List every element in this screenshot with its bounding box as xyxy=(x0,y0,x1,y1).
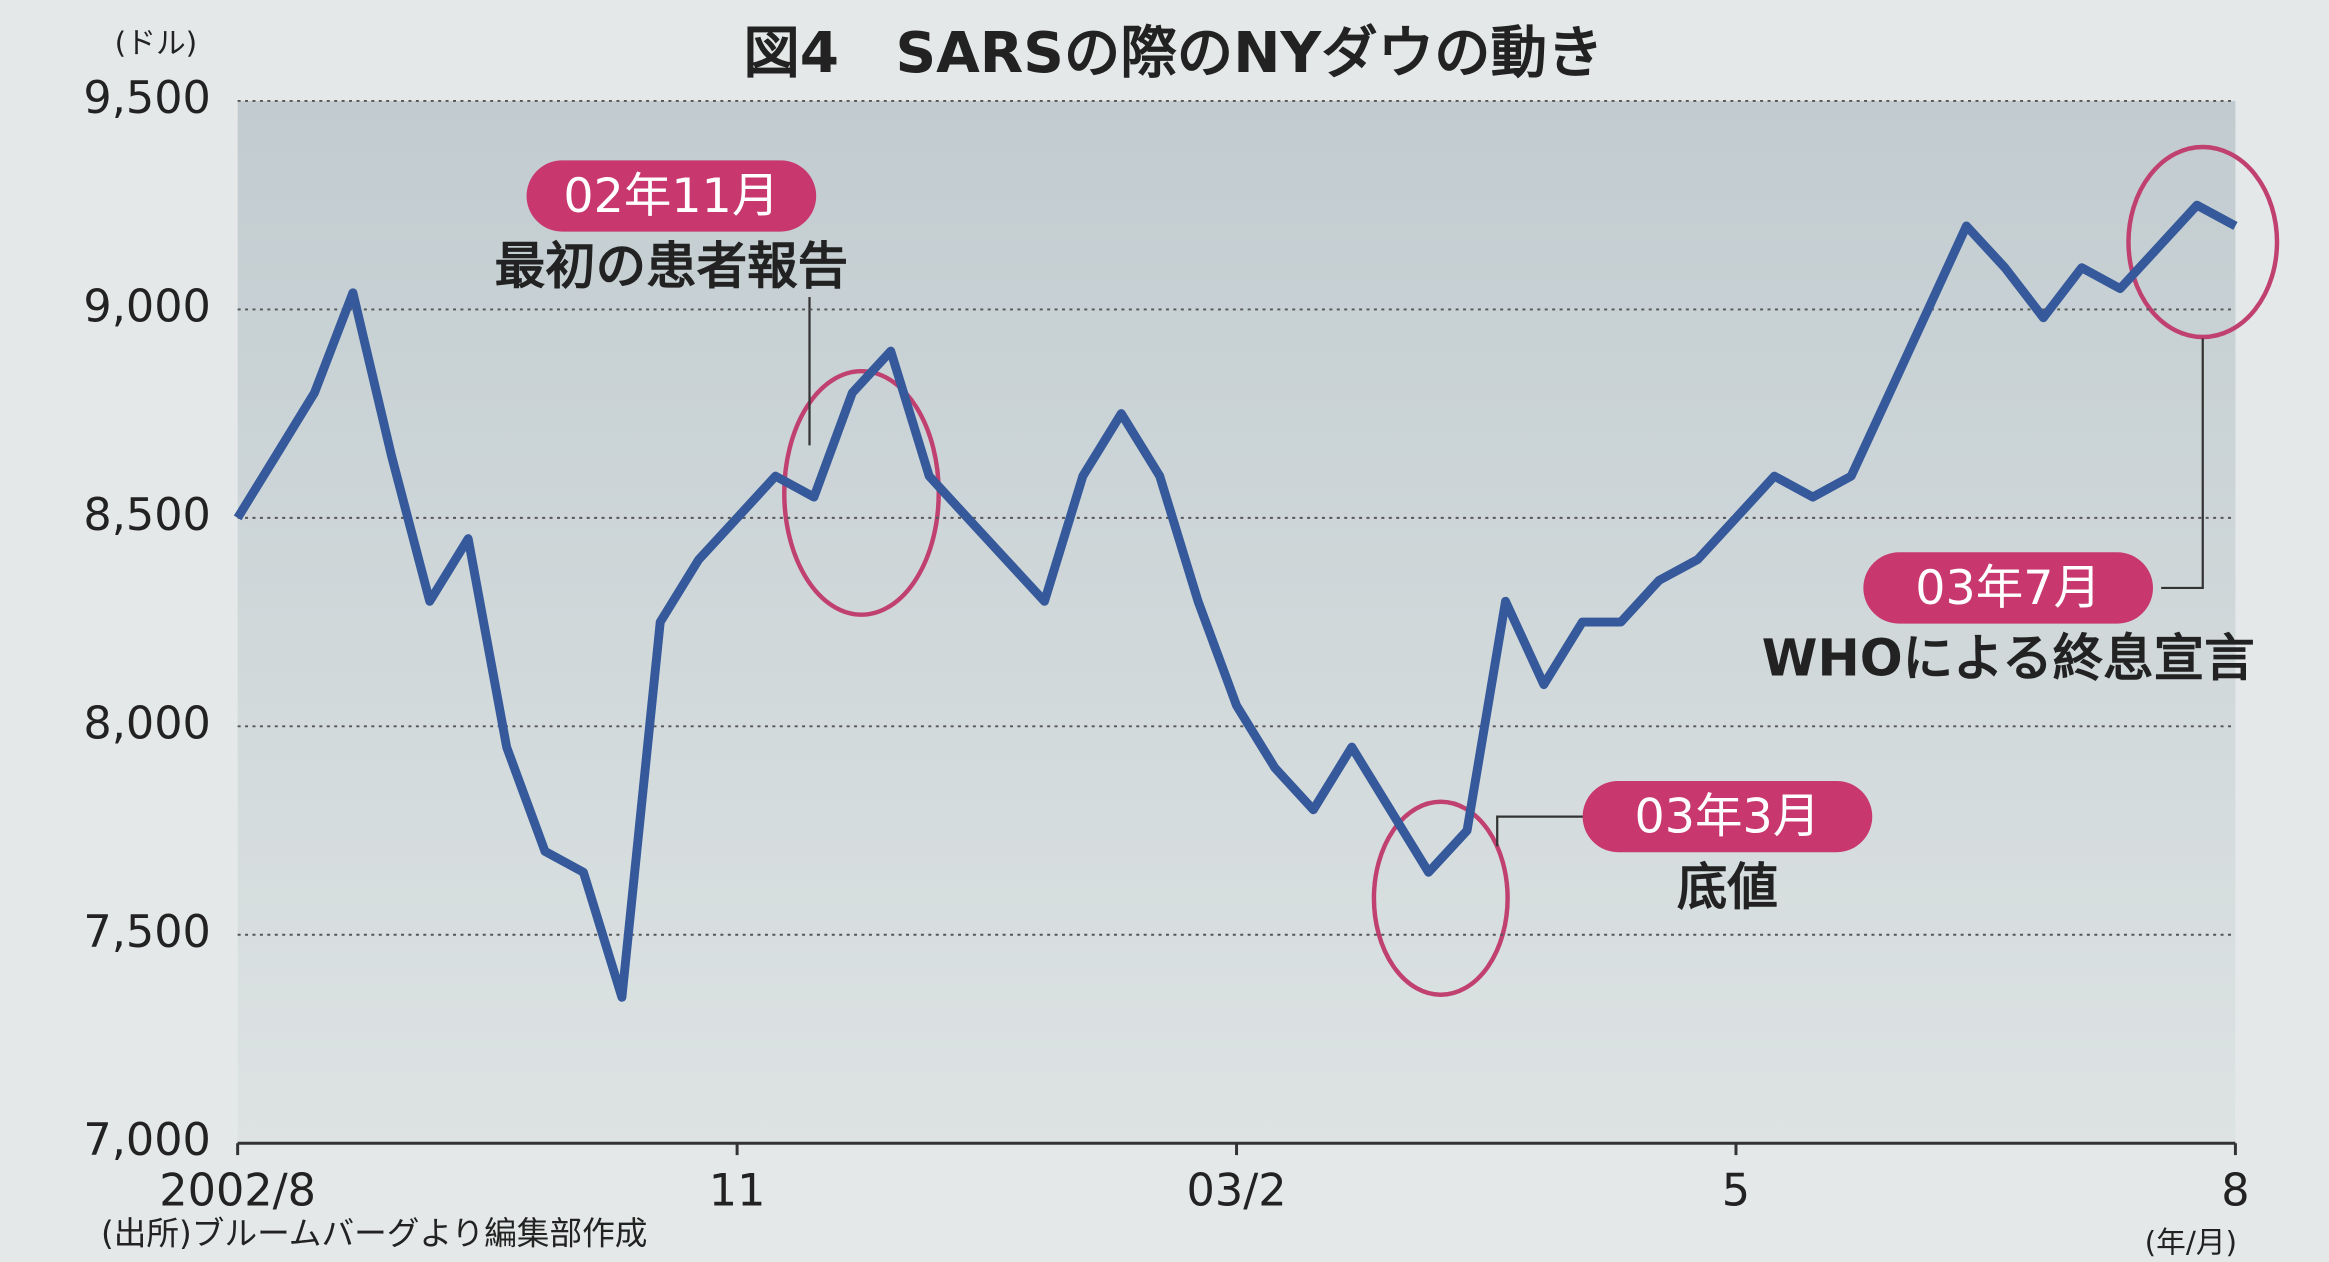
y-tick-label: 7,000 xyxy=(83,1114,211,1166)
y-tick-label: 7,500 xyxy=(83,906,211,958)
x-tick-label: 8 xyxy=(2221,1165,2249,1217)
y-tick-label: 8,500 xyxy=(83,489,211,541)
circle xyxy=(2126,144,2280,340)
chart-title: 図4 SARSの際のNYダウの動き xyxy=(743,21,1603,86)
annotation-tag-bg xyxy=(1863,552,2153,624)
annotation-text: 最初の患者報告 xyxy=(495,237,848,296)
circle xyxy=(1371,799,1510,997)
line xyxy=(233,200,2238,1002)
annotation-tag-bg xyxy=(526,160,817,232)
annotation-tag: 03年7月 xyxy=(1915,561,2101,616)
leader-lines xyxy=(808,296,2204,847)
annotation-text: WHOによる終息宣言 xyxy=(1762,629,2255,688)
leader xyxy=(1496,815,1590,847)
x-tick-label: 5 xyxy=(1722,1165,1750,1217)
annotation-tag-bg xyxy=(1582,780,1873,853)
y-tick-label: 8,000 xyxy=(83,697,211,749)
annotation-text: 底値 xyxy=(1677,857,1778,916)
y-tick-label: 9,500 xyxy=(83,72,211,124)
y-unit: (ドル) xyxy=(115,26,198,61)
x-tick-label: 11 xyxy=(709,1165,766,1217)
annotation-tag: 02年11月 xyxy=(563,169,779,224)
y-tick-label: 9,000 xyxy=(83,280,211,332)
x-tick-label: 2002/8 xyxy=(159,1165,316,1217)
x-tick-label: 03/2 xyxy=(1187,1165,1287,1217)
source: (出所)ブルームバーグより編集部作成 xyxy=(101,1214,647,1252)
annotation-tag: 03年3月 xyxy=(1635,790,1821,845)
leader xyxy=(2161,338,2204,590)
x-unit: (年/月) xyxy=(2145,1226,2238,1261)
